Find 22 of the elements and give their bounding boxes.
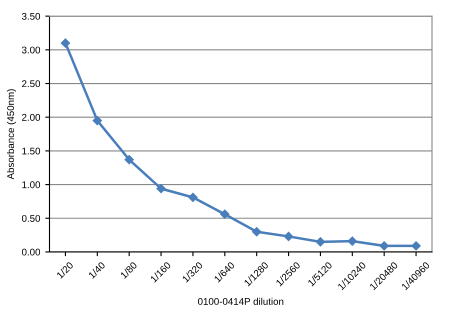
point — [316, 237, 326, 246]
y-tick-label: 2.50 — [22, 80, 40, 88]
y-tick-label: 1.00 — [22, 181, 40, 188]
point — [60, 38, 70, 48]
y-axis-title: Absorbance (450nm) — [6, 89, 16, 180]
point — [411, 241, 421, 250]
point — [284, 232, 294, 242]
point — [380, 241, 389, 250]
point — [188, 192, 198, 202]
point — [92, 116, 102, 126]
point — [252, 227, 262, 236]
y-tick-label: 3.50 — [22, 12, 40, 20]
point — [124, 155, 134, 164]
x-axis-title: 0100-0414P dilution — [198, 298, 284, 305]
y-tick-label: 0.00 — [22, 248, 40, 256]
point — [348, 236, 357, 246]
point — [220, 210, 230, 219]
y-tick-label: 2.00 — [22, 114, 40, 121]
y-tick-label: 0.50 — [22, 214, 40, 222]
y-tick-label: 3.00 — [22, 46, 40, 54]
point — [156, 184, 166, 194]
y-tick-label: 1.50 — [22, 148, 40, 155]
